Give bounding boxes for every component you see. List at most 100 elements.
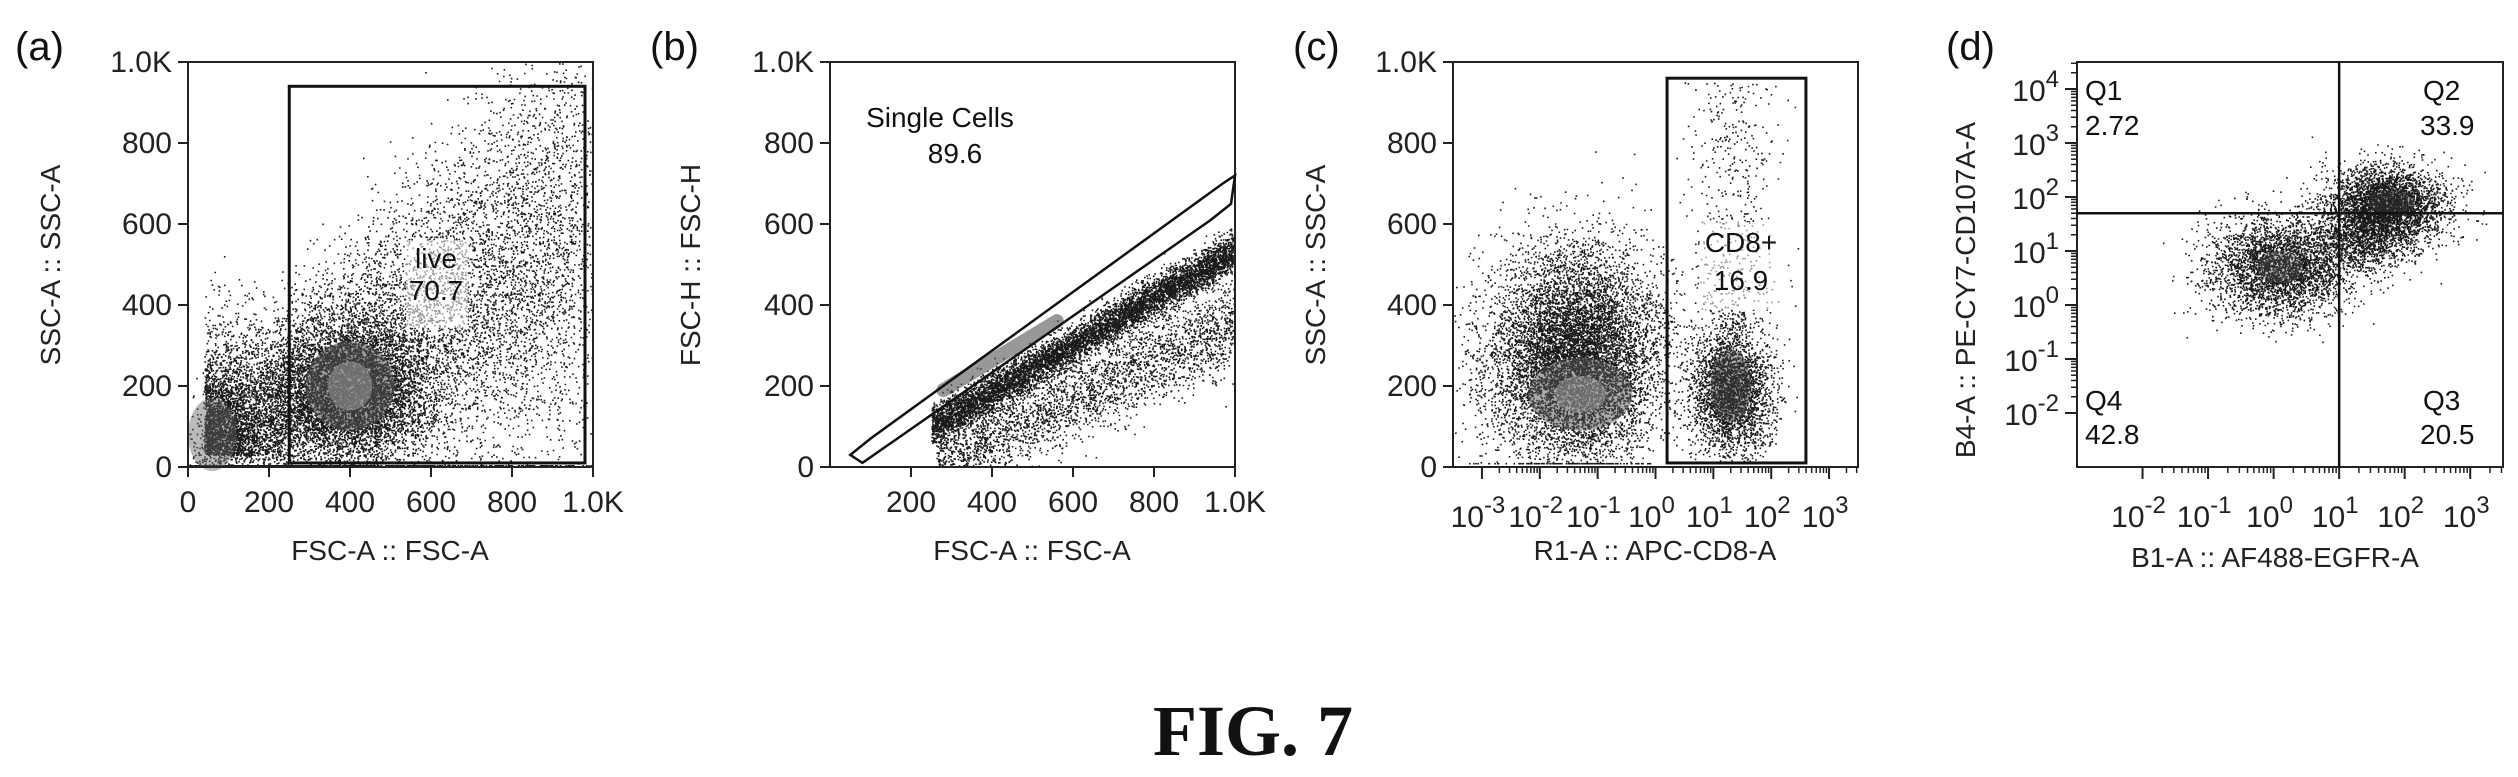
x-tick-label: 400 — [325, 486, 375, 519]
panel-b-gate-value: 89.6 — [928, 138, 983, 169]
y-tick-label: 800 — [764, 127, 814, 160]
panel-c-events — [1454, 82, 1800, 465]
x-tick-label: 800 — [1129, 486, 1179, 519]
figure-caption: FIG. 7 — [1153, 691, 1353, 771]
y-tick-label: 400 — [764, 289, 814, 322]
panel-b-axes: 200 400 600 800 1.0K 0 200 400 600 800 1.0K — [752, 46, 1266, 519]
panel-d: (d) Q1 2.72 Q2 33.9 Q3 20.5 Q4 42.8 10-2… — [1946, 25, 2504, 573]
log-tick-label: 104 — [2012, 66, 2059, 108]
panel-d-label: (d) — [1946, 25, 1995, 69]
log-tick-label: 100 — [2012, 282, 2059, 324]
panel-a-events — [188, 63, 594, 472]
y-tick-label: 400 — [122, 289, 172, 322]
x-tick-label: 600 — [406, 486, 456, 519]
log-tick-label: 10-2 — [2004, 390, 2059, 432]
panel-d-axes: 10-2 10-1 100 101 102 103 10-2 10-1 100 101 102 103… — [2004, 62, 2503, 534]
panel-d-q1-name: Q1 — [2085, 75, 2122, 106]
panel-c-frame — [1452, 61, 1859, 468]
log-tick-label: 101 — [2312, 492, 2359, 534]
panel-c-cd8-gate — [1665, 76, 1808, 465]
event-dots — [931, 228, 1236, 468]
log-tick-label: 101 — [1686, 492, 1733, 534]
panel-c-xlabel: R1-A :: APC-CD8-A — [1534, 535, 1777, 566]
panel-b-ylabel: FSC-H :: FSC-H — [675, 164, 706, 366]
panel-b-events — [931, 228, 1236, 468]
log-tick-label: 103 — [1802, 492, 1849, 534]
y-tick-label: 600 — [122, 208, 172, 241]
panel-d-xlabel: B1-A :: AF488-EGFR-A — [2131, 542, 2419, 573]
panel-a-gate-label-bg — [406, 240, 468, 328]
panel-d-q1-value: 2.72 — [2085, 110, 2140, 141]
panel-b-xlabel: FSC-A :: FSC-A — [933, 535, 1131, 566]
panel-c-gate-value: 16.9 — [1714, 265, 1769, 296]
panel-a: (a) live 70.7 0 200 400 600 800 1.0K 0 200 400 60… — [15, 25, 624, 566]
panel-b-gate-name: Single Cells — [866, 102, 1014, 133]
panel-d-q2-value: 33.9 — [2420, 110, 2475, 141]
y-tick-label: 0 — [1420, 451, 1437, 484]
panel-d-ylabel: B4-A :: PE-CY7-CD107A-A — [1950, 122, 1981, 458]
log-tick-label: 102 — [2377, 492, 2424, 534]
event-dots — [189, 63, 594, 468]
y-tick-label: 200 — [764, 370, 814, 403]
x-tick-label: 0 — [180, 486, 197, 519]
log-tick-label: 102 — [2012, 174, 2059, 216]
y-tick-label: 800 — [122, 127, 172, 160]
x-tick-label: 400 — [967, 486, 1017, 519]
x-tick-label: 1.0K — [1204, 486, 1266, 519]
log-tick-label: 100 — [1628, 492, 1675, 534]
density-core — [188, 398, 237, 472]
log-tick-label: 100 — [2246, 492, 2293, 534]
density-core — [936, 314, 1064, 398]
panel-d-events — [2162, 136, 2488, 344]
log-tick-label: 103 — [2012, 120, 2059, 162]
panel-c-gate-name: CD8+ — [1705, 227, 1777, 258]
panel-a-frame — [187, 61, 594, 468]
panel-b: (b) Single Cells 89.6 200 400 600 800 1.0K02… — [650, 25, 1266, 566]
panel-a-gate-name: live — [415, 243, 457, 274]
x-tick-label: 200 — [244, 486, 294, 519]
panel-b-label: (b) — [650, 25, 699, 69]
panel-d-q3-value: 20.5 — [2420, 419, 2475, 450]
y-tick-label: 200 — [122, 370, 172, 403]
y-tick-label: 400 — [1387, 289, 1437, 322]
log-tick-label: 10-2 — [2111, 492, 2166, 534]
panel-d-q3-name: Q3 — [2423, 385, 2460, 416]
panel-a-live-gate — [287, 84, 587, 465]
x-tick-label: 800 — [487, 486, 537, 519]
log-tick-label: 10-1 — [1566, 492, 1621, 534]
y-tick-label: 1.0K — [1375, 46, 1437, 79]
x-tick-label: 1.0K — [562, 486, 624, 519]
panel-a-gate-value: 70.7 — [409, 275, 464, 306]
density-core — [1710, 349, 1751, 423]
y-tick-label: 1.0K — [752, 46, 814, 79]
y-tick-label: 600 — [1387, 208, 1437, 241]
panel-a-label: (a) — [15, 25, 64, 69]
log-tick-label: 101 — [2012, 228, 2059, 270]
event-dots — [1454, 82, 1800, 465]
y-tick-label: 800 — [1387, 127, 1437, 160]
y-tick-label: 0 — [797, 451, 814, 484]
panel-b-single-cells-gate — [848, 172, 1237, 465]
density-core — [1554, 375, 1607, 413]
log-tick-label: 10-2 — [1508, 492, 1563, 534]
panel-b-frame — [829, 61, 1236, 468]
density-core — [2257, 251, 2304, 284]
panel-c-gate-label-bg — [1700, 222, 1782, 310]
panel-a-axes: 0 200 400 600 800 1.0K 0 200 400 600 800 1.0K — [110, 46, 624, 519]
x-tick-label: 600 — [1048, 486, 1098, 519]
y-tick-label: 600 — [764, 208, 814, 241]
y-tick-label: 200 — [1387, 370, 1437, 403]
log-tick-label: 103 — [2443, 492, 2490, 534]
panel-d-q2-name: Q2 — [2423, 75, 2460, 106]
log-tick-label: 10-3 — [1451, 492, 1506, 534]
panel-d-frame — [2076, 61, 2504, 468]
panel-c-label: (c) — [1293, 25, 1340, 69]
density-core — [2368, 188, 2415, 216]
log-tick-label: 10-1 — [2004, 336, 2059, 378]
log-tick-label: 102 — [1744, 492, 1791, 534]
log-tick-label: 10-1 — [2177, 492, 2232, 534]
panel-c-axes: 10-3 10-2 10-1 100 101 102 103 0 200 400 600 800 1.0… — [1375, 46, 1858, 534]
x-tick-label: 200 — [886, 486, 936, 519]
y-tick-label: 0 — [155, 451, 172, 484]
